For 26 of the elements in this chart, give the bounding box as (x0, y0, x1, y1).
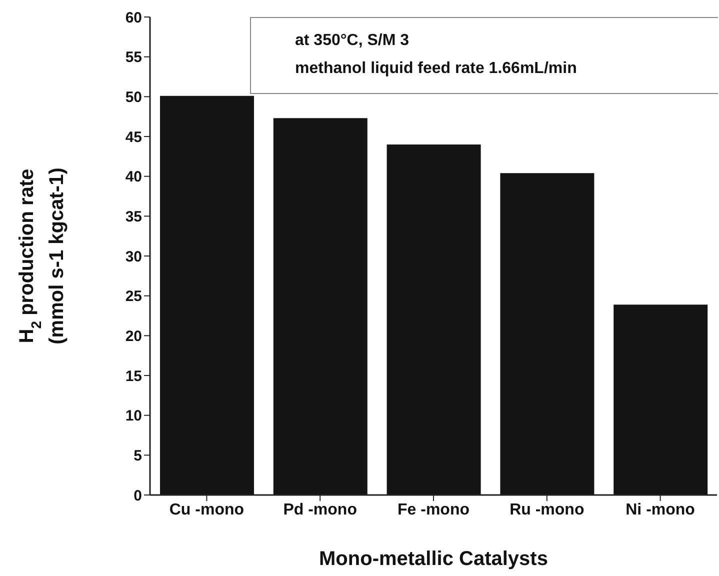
y-tick-label: 30 (125, 248, 142, 266)
bar (386, 144, 481, 495)
bar (614, 304, 708, 495)
x-tick-label: Cu -mono (169, 501, 244, 518)
y-tick-label: 0 (134, 487, 142, 504)
bar (273, 118, 368, 495)
bar (500, 173, 594, 495)
x-axis-title: Mono-metallic Catalysts (319, 548, 548, 570)
y-tick-label: 35 (125, 208, 142, 226)
x-tick-label: Pd -mono (283, 501, 358, 518)
annotation: at 350°C, S/M 3 (295, 31, 410, 51)
y-tick-label: 15 (125, 368, 142, 385)
y-tick-label: 40 (125, 168, 142, 186)
y-tick-label: 50 (125, 88, 142, 106)
x-tick-label: Ru -mono (510, 501, 584, 518)
y-tick-label: 45 (125, 128, 142, 146)
annotation: methanol liquid feed rate 1.66mL/min (295, 59, 578, 79)
y-tick-label: 10 (125, 408, 142, 425)
y-tick-label: 55 (125, 49, 142, 66)
y-tick-label: 60 (125, 9, 142, 26)
y-tick-label: 20 (125, 328, 142, 345)
x-tick-label: Ni -mono (626, 501, 696, 518)
y-tick-label: 5 (134, 447, 142, 464)
bar (160, 96, 254, 495)
y-tick-label: 25 (125, 288, 142, 306)
x-tick-label: Fe -mono (398, 501, 470, 518)
